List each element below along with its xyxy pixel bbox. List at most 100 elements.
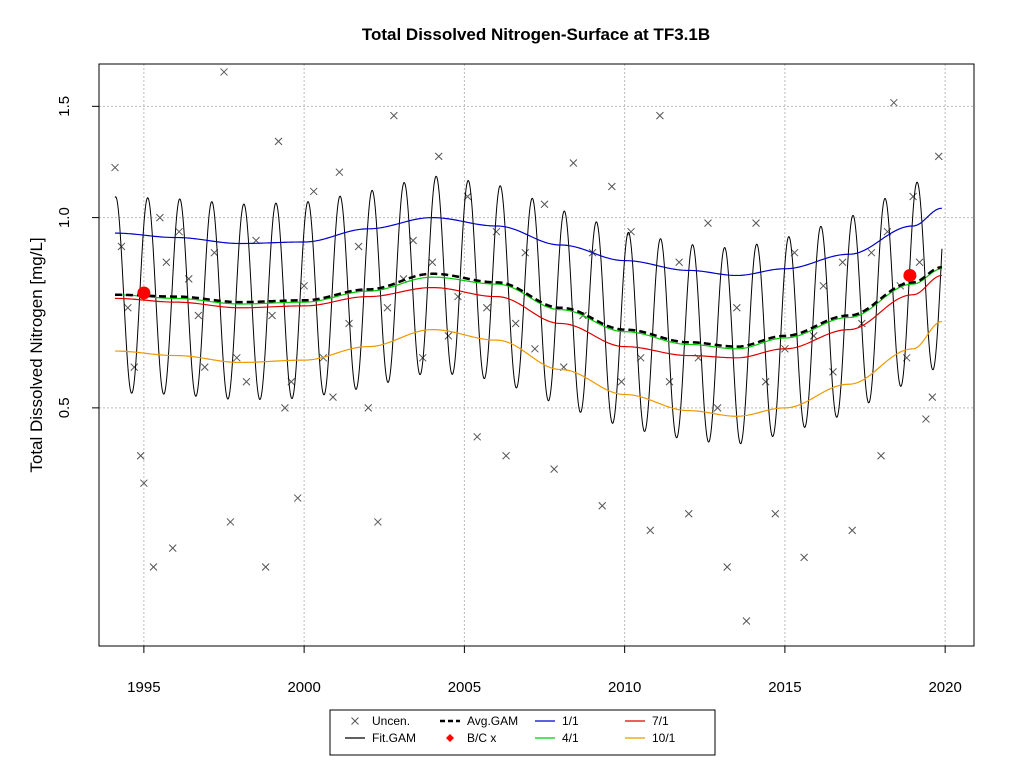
data-point bbox=[268, 311, 276, 320]
data-point bbox=[492, 227, 501, 236]
data-point bbox=[274, 137, 283, 146]
legend: Uncen. Fit.GAM Avg.GAM B/C x 1/1 4/1 7/1 10/1 bbox=[329, 709, 716, 756]
data-point bbox=[928, 393, 937, 401]
point-stroke-b bbox=[364, 404, 373, 412]
data-point bbox=[521, 248, 530, 257]
point-stroke-b bbox=[761, 377, 770, 386]
data-point bbox=[890, 98, 898, 107]
data-point bbox=[704, 219, 712, 228]
data-point bbox=[168, 544, 177, 552]
y-tick-label: 1.0 bbox=[56, 207, 73, 228]
legend-label: 7/1 bbox=[652, 714, 669, 728]
point-stroke-b bbox=[723, 563, 732, 571]
data-point bbox=[364, 404, 373, 412]
point-stroke-b bbox=[184, 275, 193, 283]
data-point bbox=[140, 479, 148, 488]
point-stroke-b bbox=[220, 68, 228, 76]
data-point bbox=[732, 303, 741, 312]
point-stroke-b bbox=[511, 319, 520, 328]
data-point bbox=[819, 281, 828, 290]
data-point bbox=[261, 563, 270, 571]
data-point bbox=[848, 526, 857, 535]
legend-swatch bbox=[446, 734, 454, 742]
data-point bbox=[675, 258, 683, 267]
point-stroke-b bbox=[123, 303, 132, 312]
point-stroke-b bbox=[819, 281, 828, 290]
data-point bbox=[665, 377, 674, 386]
point-stroke-b bbox=[454, 292, 462, 301]
bc-point bbox=[137, 286, 151, 300]
legend-label: Fit.GAM bbox=[372, 731, 416, 745]
point-stroke-b bbox=[646, 526, 655, 535]
data-point bbox=[607, 182, 616, 191]
legend-item: 1/1 bbox=[535, 714, 579, 728]
data-point bbox=[569, 159, 578, 167]
point-stroke-b bbox=[809, 332, 818, 340]
point-stroke-b bbox=[732, 303, 741, 312]
data-point bbox=[111, 163, 119, 172]
data-point bbox=[771, 509, 780, 518]
y-axis-title: Total Dissolved Nitrogen [mg/L] bbox=[27, 237, 46, 472]
point-stroke-b bbox=[162, 258, 171, 267]
point-stroke-b bbox=[373, 518, 382, 526]
point-stroke-b bbox=[274, 137, 283, 146]
data-point bbox=[434, 152, 443, 161]
data-point bbox=[444, 332, 453, 340]
legend-item: Fit.GAM bbox=[345, 731, 416, 745]
point-stroke-b bbox=[521, 248, 530, 257]
point-stroke-b bbox=[838, 258, 847, 267]
point-stroke-b bbox=[867, 248, 876, 257]
data-point bbox=[409, 236, 417, 245]
data-point bbox=[232, 353, 241, 362]
data-point bbox=[909, 192, 917, 201]
data-point bbox=[761, 377, 770, 386]
point-stroke-b bbox=[675, 258, 683, 267]
point-stroke-b bbox=[492, 227, 501, 236]
series-10-1 bbox=[115, 320, 943, 417]
legend-label: Uncen. bbox=[372, 714, 410, 728]
data-point bbox=[540, 200, 549, 209]
point-stroke-b bbox=[617, 377, 626, 386]
data-point bbox=[550, 465, 558, 473]
point-stroke-b bbox=[890, 98, 898, 107]
data-point bbox=[220, 68, 228, 76]
point-stroke-b bbox=[281, 404, 289, 412]
data-point bbox=[511, 319, 520, 328]
point-stroke-b bbox=[409, 236, 417, 245]
legend-label: 4/1 bbox=[562, 731, 579, 745]
point-stroke-b bbox=[130, 363, 139, 371]
point-stroke-b bbox=[922, 415, 930, 423]
point-stroke-b bbox=[335, 168, 344, 177]
point-stroke-b bbox=[383, 303, 392, 312]
x-tick-label: 2020 bbox=[928, 679, 961, 696]
data-point bbox=[454, 292, 462, 301]
point-stroke-b bbox=[354, 242, 363, 251]
data-point bbox=[329, 393, 337, 401]
point-stroke-b bbox=[428, 258, 437, 267]
data-point bbox=[226, 518, 235, 526]
data-point bbox=[723, 563, 732, 571]
legend-label: B/C x bbox=[467, 731, 496, 745]
point-stroke-b bbox=[915, 258, 924, 267]
x-tick-label: 1995 bbox=[127, 679, 160, 696]
point-stroke-b bbox=[665, 377, 674, 386]
data-point bbox=[752, 219, 760, 228]
point-stroke-b bbox=[175, 227, 183, 236]
series-4-1 bbox=[115, 268, 943, 350]
data-layer bbox=[111, 68, 943, 625]
point-stroke-b bbox=[444, 332, 453, 340]
data-point bbox=[242, 377, 251, 386]
point-stroke-b bbox=[242, 377, 251, 386]
data-point bbox=[713, 404, 722, 412]
data-point bbox=[742, 617, 751, 625]
point-stroke-b bbox=[194, 311, 203, 320]
data-point bbox=[345, 319, 353, 328]
point-stroke-b bbox=[598, 501, 607, 510]
point-stroke-b bbox=[569, 159, 578, 167]
legend-label: 10/1 bbox=[652, 731, 676, 745]
point-stroke-b bbox=[434, 152, 443, 161]
series-avg-gam bbox=[115, 265, 943, 348]
point-stroke-b bbox=[293, 494, 302, 502]
legend-label: 1/1 bbox=[562, 714, 579, 728]
